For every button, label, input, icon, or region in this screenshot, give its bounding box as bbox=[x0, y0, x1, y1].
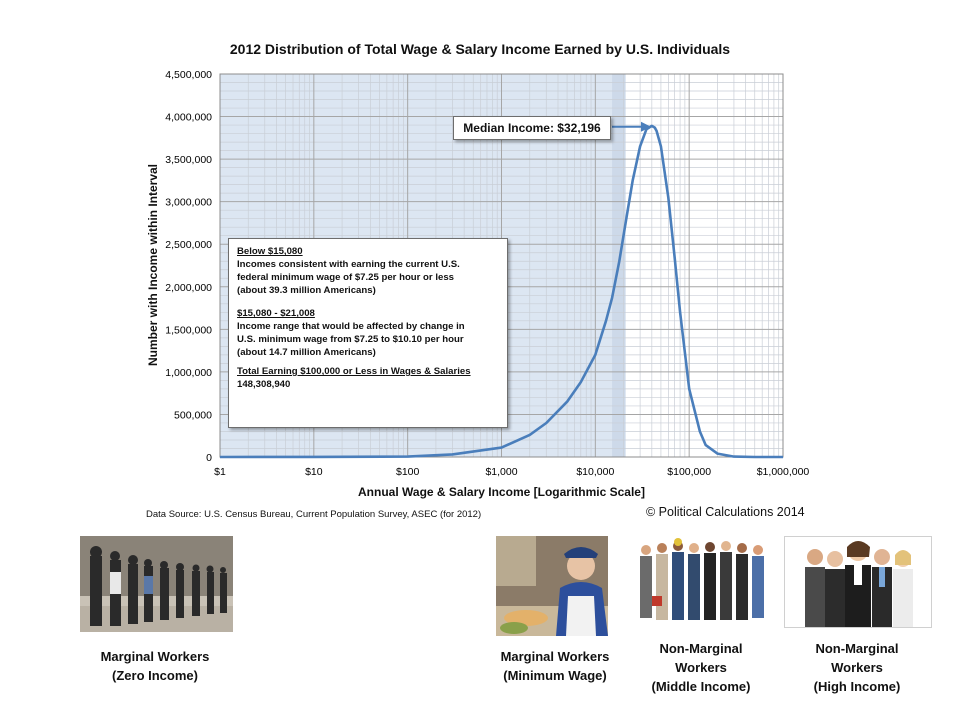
caption-line: Workers bbox=[675, 660, 727, 675]
annotation-line: Income range that would be affected by c… bbox=[237, 321, 465, 332]
caption-high-income: Non-Marginal Workers (High Income) bbox=[782, 639, 932, 696]
y-tick-label: 2,000,000 bbox=[165, 282, 212, 294]
annotation-line: U.S. minimum wage from $7.25 to $10.10 p… bbox=[237, 334, 464, 345]
photo-fast-food-worker bbox=[496, 536, 608, 636]
photo-high-income-workers bbox=[784, 536, 932, 628]
caption-line: Marginal Workers bbox=[500, 649, 610, 664]
y-tick-label: 2,500,000 bbox=[165, 239, 212, 251]
caption-line: (Minimum Wage) bbox=[503, 668, 607, 683]
x-tick-label: $10,000 bbox=[576, 466, 614, 478]
chart-title: 2012 Distribution of Total Wage & Salary… bbox=[229, 41, 731, 57]
median-arrow-head bbox=[640, 121, 651, 132]
caption-line: Non-Marginal bbox=[659, 641, 743, 656]
caption-middle-income: Non-Marginal Workers (Middle Income) bbox=[626, 639, 776, 696]
y-tick-label: 1,500,000 bbox=[165, 324, 212, 336]
annotation-line: Incomes consistent with earning the curr… bbox=[237, 259, 460, 270]
median-income-label: Median Income: $32,196 bbox=[453, 116, 611, 140]
y-tick-label: 0 bbox=[206, 452, 212, 464]
annotation-heading-range: $15,080 - $21,008 bbox=[237, 308, 315, 319]
annotation-total-value: 148,308,940 bbox=[237, 379, 291, 390]
y-tick-label: 3,500,000 bbox=[165, 154, 212, 166]
y-tick-label: 4,500,000 bbox=[165, 69, 212, 81]
x-tick-label: $1,000 bbox=[485, 466, 517, 478]
y-tick-label: 1,000,000 bbox=[165, 367, 212, 379]
x-tick-label: $1 bbox=[214, 466, 226, 478]
income-distribution-line bbox=[219, 124, 783, 459]
copyright-note: © Political Calculations 2014 bbox=[646, 505, 805, 519]
caption-line: (Middle Income) bbox=[651, 679, 751, 694]
y-axis-label: Number with Income within Interval bbox=[146, 163, 160, 367]
annotation-heading-below: Below $15,080 bbox=[237, 246, 303, 257]
caption-line: Marginal Workers bbox=[100, 649, 210, 664]
plot-border bbox=[219, 73, 784, 458]
caption-line: (High Income) bbox=[813, 679, 901, 694]
annotation-line: (about 39.3 million Americans) bbox=[237, 285, 376, 296]
annotation-line: federal minimum wage of $7.25 per hour o… bbox=[237, 272, 454, 283]
x-axis-label: Annual Wage & Salary Income [Logarithmic… bbox=[358, 485, 645, 499]
y-tick-label: 500,000 bbox=[174, 409, 212, 421]
x-tick-label: $10 bbox=[305, 466, 323, 478]
caption-line: (Zero Income) bbox=[112, 668, 198, 683]
x-tick-label: $100,000 bbox=[667, 466, 711, 478]
annotation-heading-total: Total Earning $100,000 or Less in Wages … bbox=[237, 366, 471, 377]
annotation-line: (about 14.7 million Americans) bbox=[237, 347, 376, 358]
x-tick-label: $1,000,000 bbox=[757, 466, 810, 478]
photo-job-line bbox=[80, 536, 233, 632]
caption-line: Non-Marginal bbox=[815, 641, 899, 656]
caption-minimum-wage: Marginal Workers (Minimum Wage) bbox=[480, 647, 630, 685]
annotation-box: Below $15,080 Incomes consistent with ea… bbox=[228, 238, 508, 428]
y-tick-label: 4,000,000 bbox=[165, 112, 212, 124]
caption-line: Workers bbox=[831, 660, 883, 675]
photo-middle-income-workers bbox=[632, 536, 768, 630]
x-tick-label: $100 bbox=[396, 466, 420, 478]
caption-zero-income: Marginal Workers (Zero Income) bbox=[80, 647, 230, 685]
data-source-note: Data Source: U.S. Census Bureau, Current… bbox=[146, 509, 482, 520]
y-tick-label: 3,000,000 bbox=[165, 197, 212, 209]
